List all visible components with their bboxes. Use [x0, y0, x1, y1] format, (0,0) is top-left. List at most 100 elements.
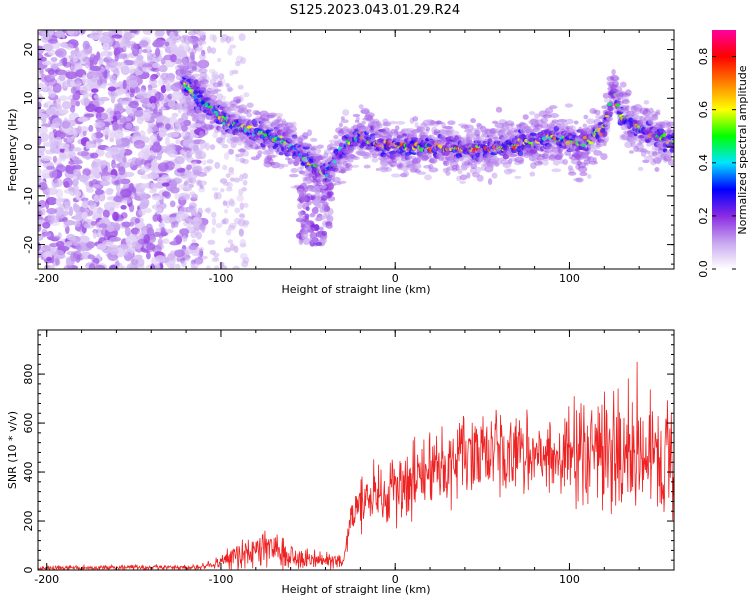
spectrogram-cell — [180, 122, 186, 127]
spectrogram-cell — [237, 84, 244, 90]
spectrogram-cell — [64, 205, 69, 212]
spectrogram-cell — [40, 30, 50, 36]
spectrogram-cell — [149, 188, 157, 194]
spectrogram-cell — [172, 34, 177, 45]
spectrogram-cell — [487, 178, 493, 186]
spectrogram-cell — [325, 223, 333, 229]
spectrogram-cell — [179, 58, 188, 64]
y-tick-label: 0 — [22, 144, 35, 151]
spectrogram-cell — [225, 82, 230, 88]
spectrogram-cell — [198, 68, 208, 74]
spectrogram-cell — [45, 107, 56, 116]
spectrogram-cell — [227, 239, 234, 244]
spectrogram-cell — [412, 162, 422, 170]
spectrogram-cell — [233, 177, 241, 183]
spectrogram-cell — [50, 123, 56, 130]
spectrogram-cell — [228, 148, 235, 155]
spectrogram-cell — [209, 144, 216, 150]
spectrogram-cell — [93, 194, 100, 203]
spectrogram-cell — [236, 194, 244, 202]
spectrogram-cell — [191, 113, 197, 118]
spectrogram-cell — [102, 42, 110, 52]
spectrogram-cell — [50, 57, 58, 62]
spectrogram-cell — [120, 204, 127, 210]
spectrogram-cell — [529, 171, 536, 177]
spectrogram-cell — [238, 33, 246, 41]
spectrogram-cell — [38, 46, 44, 55]
spectrogram-cell — [93, 94, 100, 99]
spectrogram-cell — [309, 236, 318, 243]
spectrogram-cell — [82, 199, 89, 207]
spectrogram-cell — [163, 77, 175, 84]
spectrogram-cell — [167, 93, 173, 100]
spectrogram-cell — [72, 55, 79, 63]
spectrogram-cell — [396, 120, 406, 125]
spectrogram-cell — [171, 90, 183, 101]
spectrogram-cell — [38, 158, 43, 167]
spectrogram-cell — [195, 30, 202, 37]
spectrogram-cell — [191, 161, 198, 167]
spectrogram-cell — [38, 206, 43, 212]
colorbar-tick-label: 0.2 — [697, 207, 710, 225]
spectrogram-cell — [459, 174, 468, 181]
spectrogram-cell — [219, 37, 226, 44]
spectrogram-cell — [654, 111, 661, 116]
spectrogram-cell — [361, 120, 367, 125]
spectrogram-cell — [302, 237, 311, 246]
spectrogram-cell — [206, 159, 214, 164]
spectrogram-cell — [314, 216, 321, 222]
spectrogram-cell — [119, 117, 127, 124]
spectrogram-cell — [76, 125, 82, 135]
spectrogram-cell — [152, 232, 162, 237]
spectrogram-cell — [160, 84, 167, 94]
spectrogram-cell — [208, 124, 215, 130]
spectrogram-cell — [161, 182, 170, 187]
colorbar: 0.00.20.40.60.8 Normalized spectral ampl… — [697, 30, 749, 278]
spectrogram-cell — [184, 256, 190, 262]
spectrogram-cell — [208, 94, 217, 101]
spectrogram-cell — [575, 177, 584, 183]
spectrogram-cell — [628, 150, 635, 154]
spectrogram-cell — [564, 103, 574, 108]
spectrogram-cell — [183, 171, 190, 177]
spectrogram-cell — [129, 93, 135, 98]
spectrogram-cell — [93, 106, 105, 113]
spectrogram-cell — [167, 253, 176, 261]
spectrogram-cell — [38, 168, 42, 176]
y-tick-label: -20 — [22, 236, 35, 254]
spectrogram-cell — [133, 139, 145, 149]
spectrogram-cell — [167, 100, 176, 108]
spectrogram-cell — [495, 106, 503, 113]
spectrogram-cell — [644, 107, 650, 112]
spectrogram-cell — [116, 102, 122, 113]
spectrogram-cell — [138, 207, 146, 216]
spectrogram-cell — [125, 105, 130, 112]
spectrogram-cell — [225, 35, 232, 44]
spectrogram-cell — [573, 120, 579, 125]
spectrogram-cell — [191, 47, 197, 55]
spectrogram-cell — [654, 167, 660, 172]
spectrogram-cell — [183, 175, 190, 180]
y-tick-label: -10 — [22, 187, 35, 205]
spectrogram-cell — [151, 143, 162, 153]
spectrogram-cell — [239, 202, 244, 211]
spectrogram-cell — [199, 185, 204, 190]
spectrogram-cell — [190, 123, 197, 129]
spectrogram-cell — [150, 263, 155, 269]
spectrogram-cell — [49, 141, 57, 152]
spectrogram-cell — [402, 170, 410, 178]
spectrogram-cell — [213, 255, 219, 261]
spectrogram-cell — [188, 202, 197, 209]
spectrogram-cell — [206, 265, 211, 269]
spectrogram-cell — [221, 101, 231, 107]
spectrogram-cell — [90, 220, 98, 226]
spectrogram-cell — [196, 155, 203, 160]
spectrogram-cell — [60, 57, 67, 64]
spectrogram-cell — [122, 183, 129, 189]
spectrogram-cell — [254, 111, 261, 116]
spectrogram-cell — [637, 166, 644, 171]
spectrogram-cell — [110, 221, 121, 232]
spectrogram-cell — [169, 186, 180, 194]
spectrogram-cell — [138, 202, 149, 210]
spectrogram-cell — [113, 110, 122, 121]
